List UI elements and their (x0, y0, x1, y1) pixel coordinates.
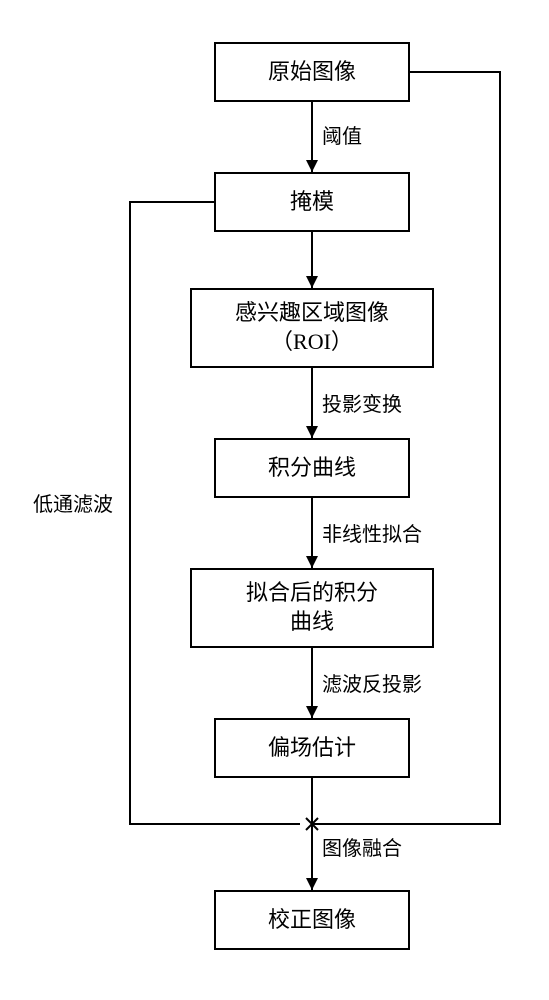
edge-label-l3: 非线性拟合 (322, 518, 422, 547)
flow-node-n3: 感兴趣区域图像（ROI） (190, 288, 434, 368)
edge-label-l1: 阈值 (322, 120, 362, 149)
arrowhead (306, 426, 318, 438)
flow-node-n4: 积分曲线 (214, 438, 410, 498)
arrowhead (306, 706, 318, 718)
edge-label-l4: 滤波反投影 (322, 668, 422, 697)
node-label: 校正图像 (268, 906, 356, 935)
node-label: 掩模 (290, 188, 334, 217)
arrowhead (306, 276, 318, 288)
merge-arrow (312, 818, 318, 830)
edge-label-l2: 投影变换 (322, 388, 402, 417)
edge-label-l5: 图像融合 (322, 832, 402, 861)
flow-node-n6: 偏场估计 (214, 718, 410, 778)
flow-node-n7: 校正图像 (214, 890, 410, 950)
arrowhead (306, 878, 318, 890)
flowchart-canvas: 原始图像掩模感兴趣区域图像（ROI） 积分曲线拟合后的积分曲线偏场估计校正图像 阈值… (0, 0, 549, 1000)
edge-label-l6: 低通滤波 (33, 488, 113, 517)
arrowhead (306, 556, 318, 568)
flow-node-n1: 原始图像 (214, 42, 410, 102)
node-label: 感兴趣区域图像（ROI） (235, 299, 389, 356)
node-label: 拟合后的积分曲线 (246, 579, 378, 636)
node-label: 偏场估计 (268, 734, 356, 763)
node-label: 原始图像 (268, 58, 356, 87)
flow-node-n5: 拟合后的积分曲线 (190, 568, 434, 648)
flow-node-n2: 掩模 (214, 172, 410, 232)
node-label: 积分曲线 (268, 454, 356, 483)
merge-arrow (306, 818, 312, 830)
arrowhead (306, 160, 318, 172)
